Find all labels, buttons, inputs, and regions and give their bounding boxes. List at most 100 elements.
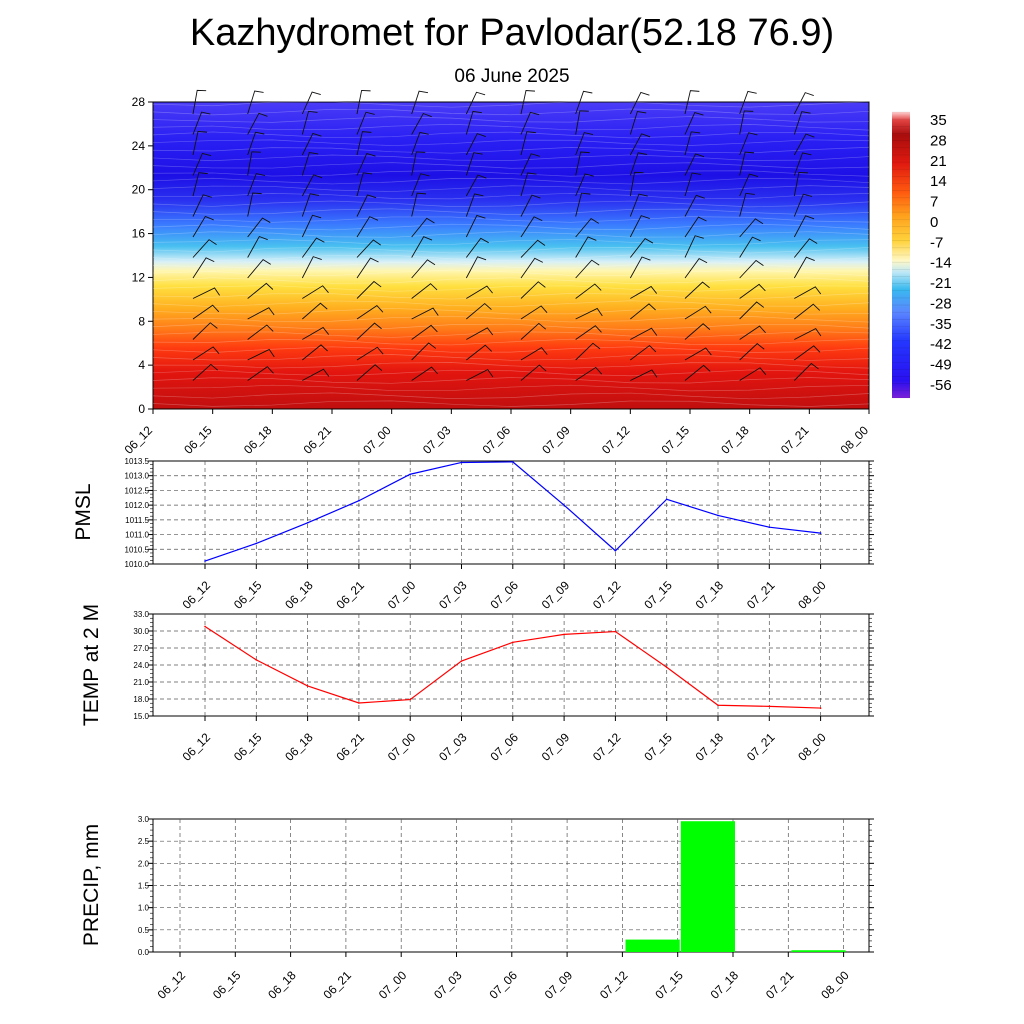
wind-barb	[192, 215, 214, 238]
colorbar-label: -28	[930, 295, 952, 312]
contour-line	[152, 346, 870, 353]
x-tick-label: 07_12	[590, 730, 624, 764]
x-tick-label: 06_15	[181, 423, 215, 457]
contour-line	[152, 377, 870, 384]
x-tick-label: 07_06	[480, 423, 514, 457]
wind-barb	[629, 152, 648, 176]
contour-line	[152, 262, 870, 269]
y-tick-label: 27.0	[133, 644, 149, 653]
wind-barb	[629, 111, 647, 135]
contour-line	[152, 108, 870, 116]
wind-barb	[466, 302, 492, 320]
chart-title: Kazhydromet for Pavlodar(52.18 76.9)	[189, 12, 835, 54]
wind-barb	[575, 218, 599, 238]
wind-barb	[247, 282, 274, 299]
y-tick-label: 0.0	[138, 948, 150, 957]
wind-barb	[192, 89, 207, 115]
wind-barb	[629, 238, 654, 258]
wind-barb	[684, 112, 704, 135]
x-tick-label: 07_03	[436, 578, 470, 612]
contour-line	[152, 254, 870, 262]
colorbar-bands	[892, 111, 910, 399]
wind-barb	[356, 322, 382, 340]
wind-barb	[192, 239, 217, 258]
wind-barb	[411, 236, 433, 258]
wind-barb	[793, 256, 815, 279]
y-tick-label: 1013.5	[125, 457, 150, 466]
wind-barb	[794, 328, 822, 340]
wind-barb	[411, 90, 429, 115]
wind-barb	[247, 151, 261, 176]
y-tick-label: 3.0	[138, 815, 150, 824]
wind-barb	[411, 151, 426, 176]
precip-bar	[680, 821, 735, 952]
x-tick-label: 07_00	[385, 730, 419, 764]
contour-line	[152, 216, 870, 223]
wind-barb	[520, 305, 548, 320]
series-point	[563, 633, 565, 636]
contour-line	[152, 392, 870, 400]
wind-barb	[411, 283, 438, 299]
wind-barb	[465, 91, 486, 115]
series-point	[255, 659, 258, 661]
wind-barb	[629, 256, 651, 279]
contour-line	[152, 323, 870, 331]
x-tick-label: 07_18	[693, 578, 727, 612]
contour-line	[152, 208, 870, 215]
y-tick-label: 20	[132, 183, 146, 197]
wind-barb	[301, 237, 325, 258]
series-point	[768, 705, 771, 708]
wind-barb	[630, 344, 657, 361]
y-tick-label: 15.0	[133, 712, 149, 721]
x-tick-label: 06_12	[180, 578, 214, 612]
x-tick-label: 07_15	[652, 968, 686, 1002]
wind-barb	[575, 307, 603, 320]
series-point	[358, 499, 360, 502]
y-tick-label: 1010.0	[125, 560, 150, 569]
wind-barb	[465, 110, 482, 135]
y-tick-label: 28	[132, 95, 146, 109]
wind-barb	[465, 237, 489, 258]
wind-barb	[793, 215, 815, 238]
colorbar-label: -49	[930, 357, 952, 374]
wind-barb	[356, 153, 376, 176]
wind-barb	[247, 90, 264, 115]
wind-barb	[302, 368, 330, 381]
contour-line	[152, 154, 870, 162]
wind-barb	[520, 216, 543, 238]
wind-barb	[739, 283, 766, 299]
wind-barb	[520, 153, 540, 176]
wind-barb	[411, 307, 439, 320]
wind-barb	[247, 131, 265, 156]
x-tick-label: 07_12	[597, 968, 631, 1002]
wind-barb	[629, 215, 650, 238]
wind-barb	[247, 173, 266, 197]
wind-barb	[520, 347, 548, 361]
wind-barb	[630, 327, 658, 340]
y-tick-label: 4	[138, 358, 145, 372]
x-tick-label: 07_18	[718, 423, 752, 457]
wind-barb	[465, 256, 487, 279]
temp-panel: 15.0 18.0 21.0 24.0 27.0 30.0 33.0 06_12 06_15 06…	[133, 610, 874, 764]
contour-line	[152, 277, 870, 284]
contour-line	[152, 231, 870, 238]
y-tick-label: 33.0	[133, 610, 149, 619]
contour-line	[152, 354, 870, 361]
colorbar-label: -7	[930, 234, 943, 251]
contour-line	[152, 101, 870, 108]
wind-barb	[356, 89, 371, 115]
x-tick-label: 06_21	[321, 968, 355, 1002]
wind-barb	[247, 348, 275, 361]
wind-barb	[356, 257, 379, 279]
x-tick-label: 07_18	[693, 730, 727, 764]
series-point	[358, 702, 360, 704]
wind-barb	[793, 111, 811, 135]
wind-barb	[575, 283, 602, 299]
wind-barb	[520, 111, 540, 135]
x-tick-label: 07_15	[641, 730, 675, 764]
y-tick-label: 2.0	[138, 859, 150, 868]
contour-line	[152, 223, 870, 231]
wind-barb	[301, 193, 320, 217]
wind-barb	[466, 285, 493, 299]
